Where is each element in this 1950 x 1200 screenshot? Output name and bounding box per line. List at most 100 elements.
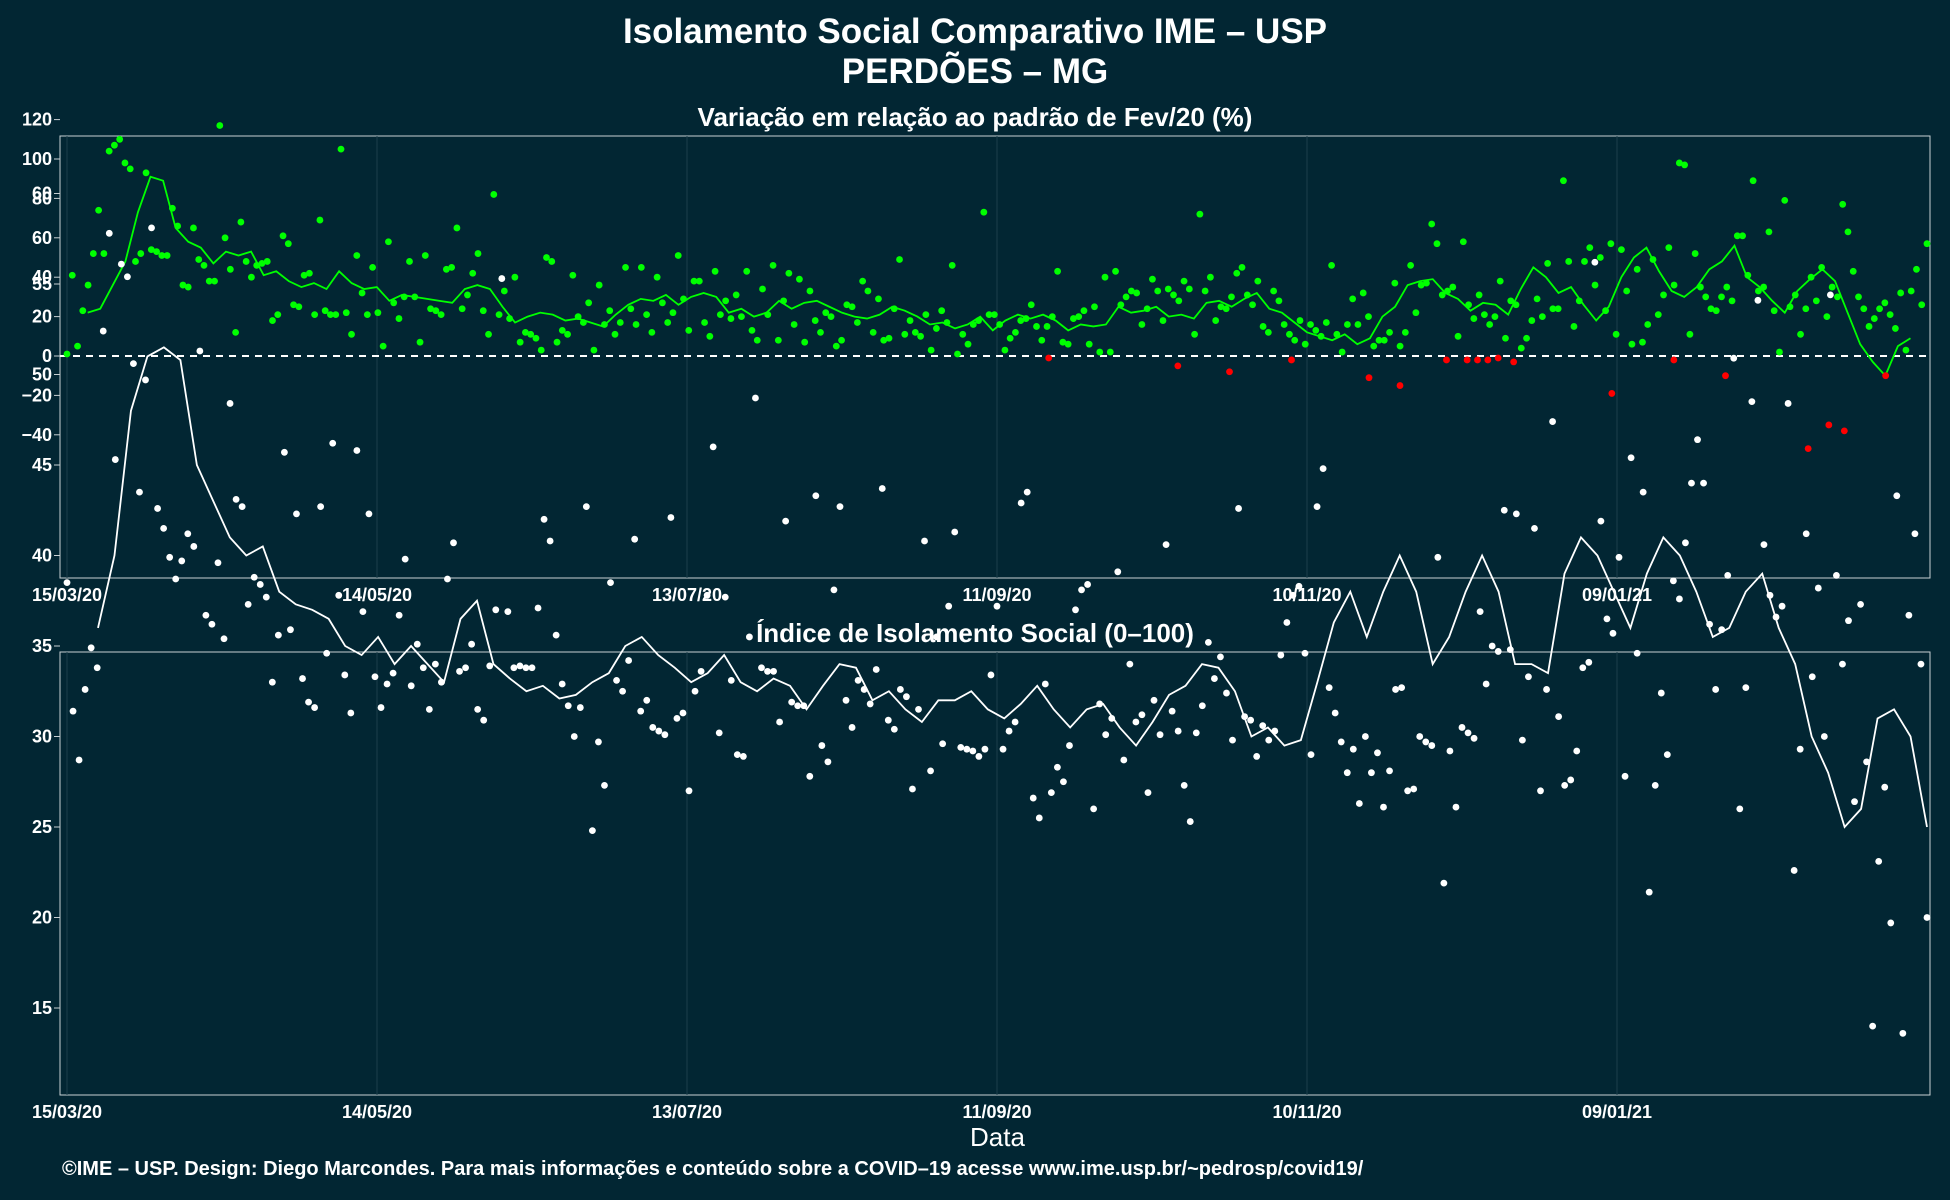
data-point-positive [1507,297,1515,305]
data-point-negative [1825,421,1833,429]
index-data-point [1458,724,1466,731]
index-data-point [1307,751,1315,758]
index-data-point [1839,660,1846,668]
data-point-positive [84,281,92,289]
panel-2-y-tick-label: 25 [32,817,52,837]
index-data-point [1229,736,1236,744]
index-data-point [975,753,983,760]
index-data-point [890,725,898,733]
index-data-point [540,515,548,523]
index-data-point [564,702,572,710]
index-data-point [1736,805,1744,813]
data-point-negative [1608,390,1616,397]
index-data-point [613,676,620,684]
index-data-point [1688,479,1695,487]
data-point-positive [1855,293,1862,301]
data-point-positive [1575,297,1583,305]
index-data-point [878,485,886,492]
index-data-point [1760,541,1768,549]
data-point-positive [1918,301,1926,309]
index-data-point [1072,606,1079,614]
data-point-positive [616,319,624,326]
index-moving-average-line [97,346,1928,829]
panel-2-y-tick-label: 15 [32,998,52,1018]
data-point-positive [506,315,514,322]
data-point-positive [1754,287,1762,295]
index-data-point [546,537,554,545]
index-data-point [921,537,928,545]
index-data-point [818,742,826,749]
data-point-positive [1886,311,1894,319]
index-data-point [836,503,844,511]
data-point-negative [1396,382,1404,389]
data-point-positive [1043,323,1051,330]
data-point-positive [89,250,97,257]
index-data-point [1730,354,1738,362]
index-data-point [782,517,790,525]
data-point-positive [1012,328,1019,336]
data-point-positive [411,293,419,301]
index-data-point [981,745,989,753]
index-data-point [117,260,125,268]
data-point-positive [1765,228,1773,236]
data-point-positive [954,350,961,358]
index-data-point [1017,499,1025,507]
index-data-point [1132,718,1140,726]
index-data-point [552,631,560,639]
data-point-positive [727,315,735,322]
index-data-point [1053,763,1061,771]
data-point-positive [374,309,382,317]
index-data-point [93,664,101,672]
index-data-point [1283,619,1291,626]
data-point-negative [1484,356,1492,364]
data-point-positive [1586,244,1594,252]
index-data-point [166,553,174,561]
data-point-positive [1164,285,1172,293]
data-point-positive [153,248,160,255]
data-point-positive [474,250,482,257]
panel-1-y-tick-label: 20 [32,307,52,327]
data-point-positive [1602,307,1609,315]
index-data-point [987,671,995,679]
data-point-positive [184,283,192,291]
data-point-positive [226,265,234,273]
index-data-point [444,575,451,583]
index-data-point [715,729,723,737]
data-point-positive [190,224,197,232]
data-point-positive [1828,283,1836,291]
index-data-point [383,680,391,688]
index-data-point [99,327,107,335]
data-point-positive [363,311,371,319]
data-point-positive [1849,267,1857,275]
data-point-positive [579,319,587,326]
index-data-point [371,673,379,681]
data-point-positive [943,319,951,326]
index-data-point [679,709,687,717]
index-data-point [848,724,856,731]
data-point-positive [1375,336,1383,344]
data-point-positive [716,311,724,319]
data-point-positive [1391,279,1399,287]
data-point-positive [332,311,340,319]
data-point-positive [1233,269,1241,277]
data-point-positive [648,328,656,336]
data-point-negative [1365,374,1373,382]
index-data-point [1814,584,1822,592]
data-point-positive [1486,321,1494,328]
data-point-positive [632,321,640,328]
index-data-point [1579,664,1587,672]
index-data-point [691,687,699,695]
chart-title: Isolamento Social Comparativo IME – USP [622,12,1328,51]
data-point-positive [1839,200,1847,208]
data-point-positive [917,332,924,340]
data-point-positive [1876,305,1883,313]
index-data-point [75,756,83,764]
index-data-point [1766,591,1774,599]
index-data-point [202,611,210,619]
data-point-positive [1417,281,1425,289]
data-point-positive [827,313,835,320]
index-data-point [903,693,910,701]
data-point-positive [537,346,545,354]
index-data-point [1784,400,1792,407]
data-point-positive [1243,291,1251,299]
